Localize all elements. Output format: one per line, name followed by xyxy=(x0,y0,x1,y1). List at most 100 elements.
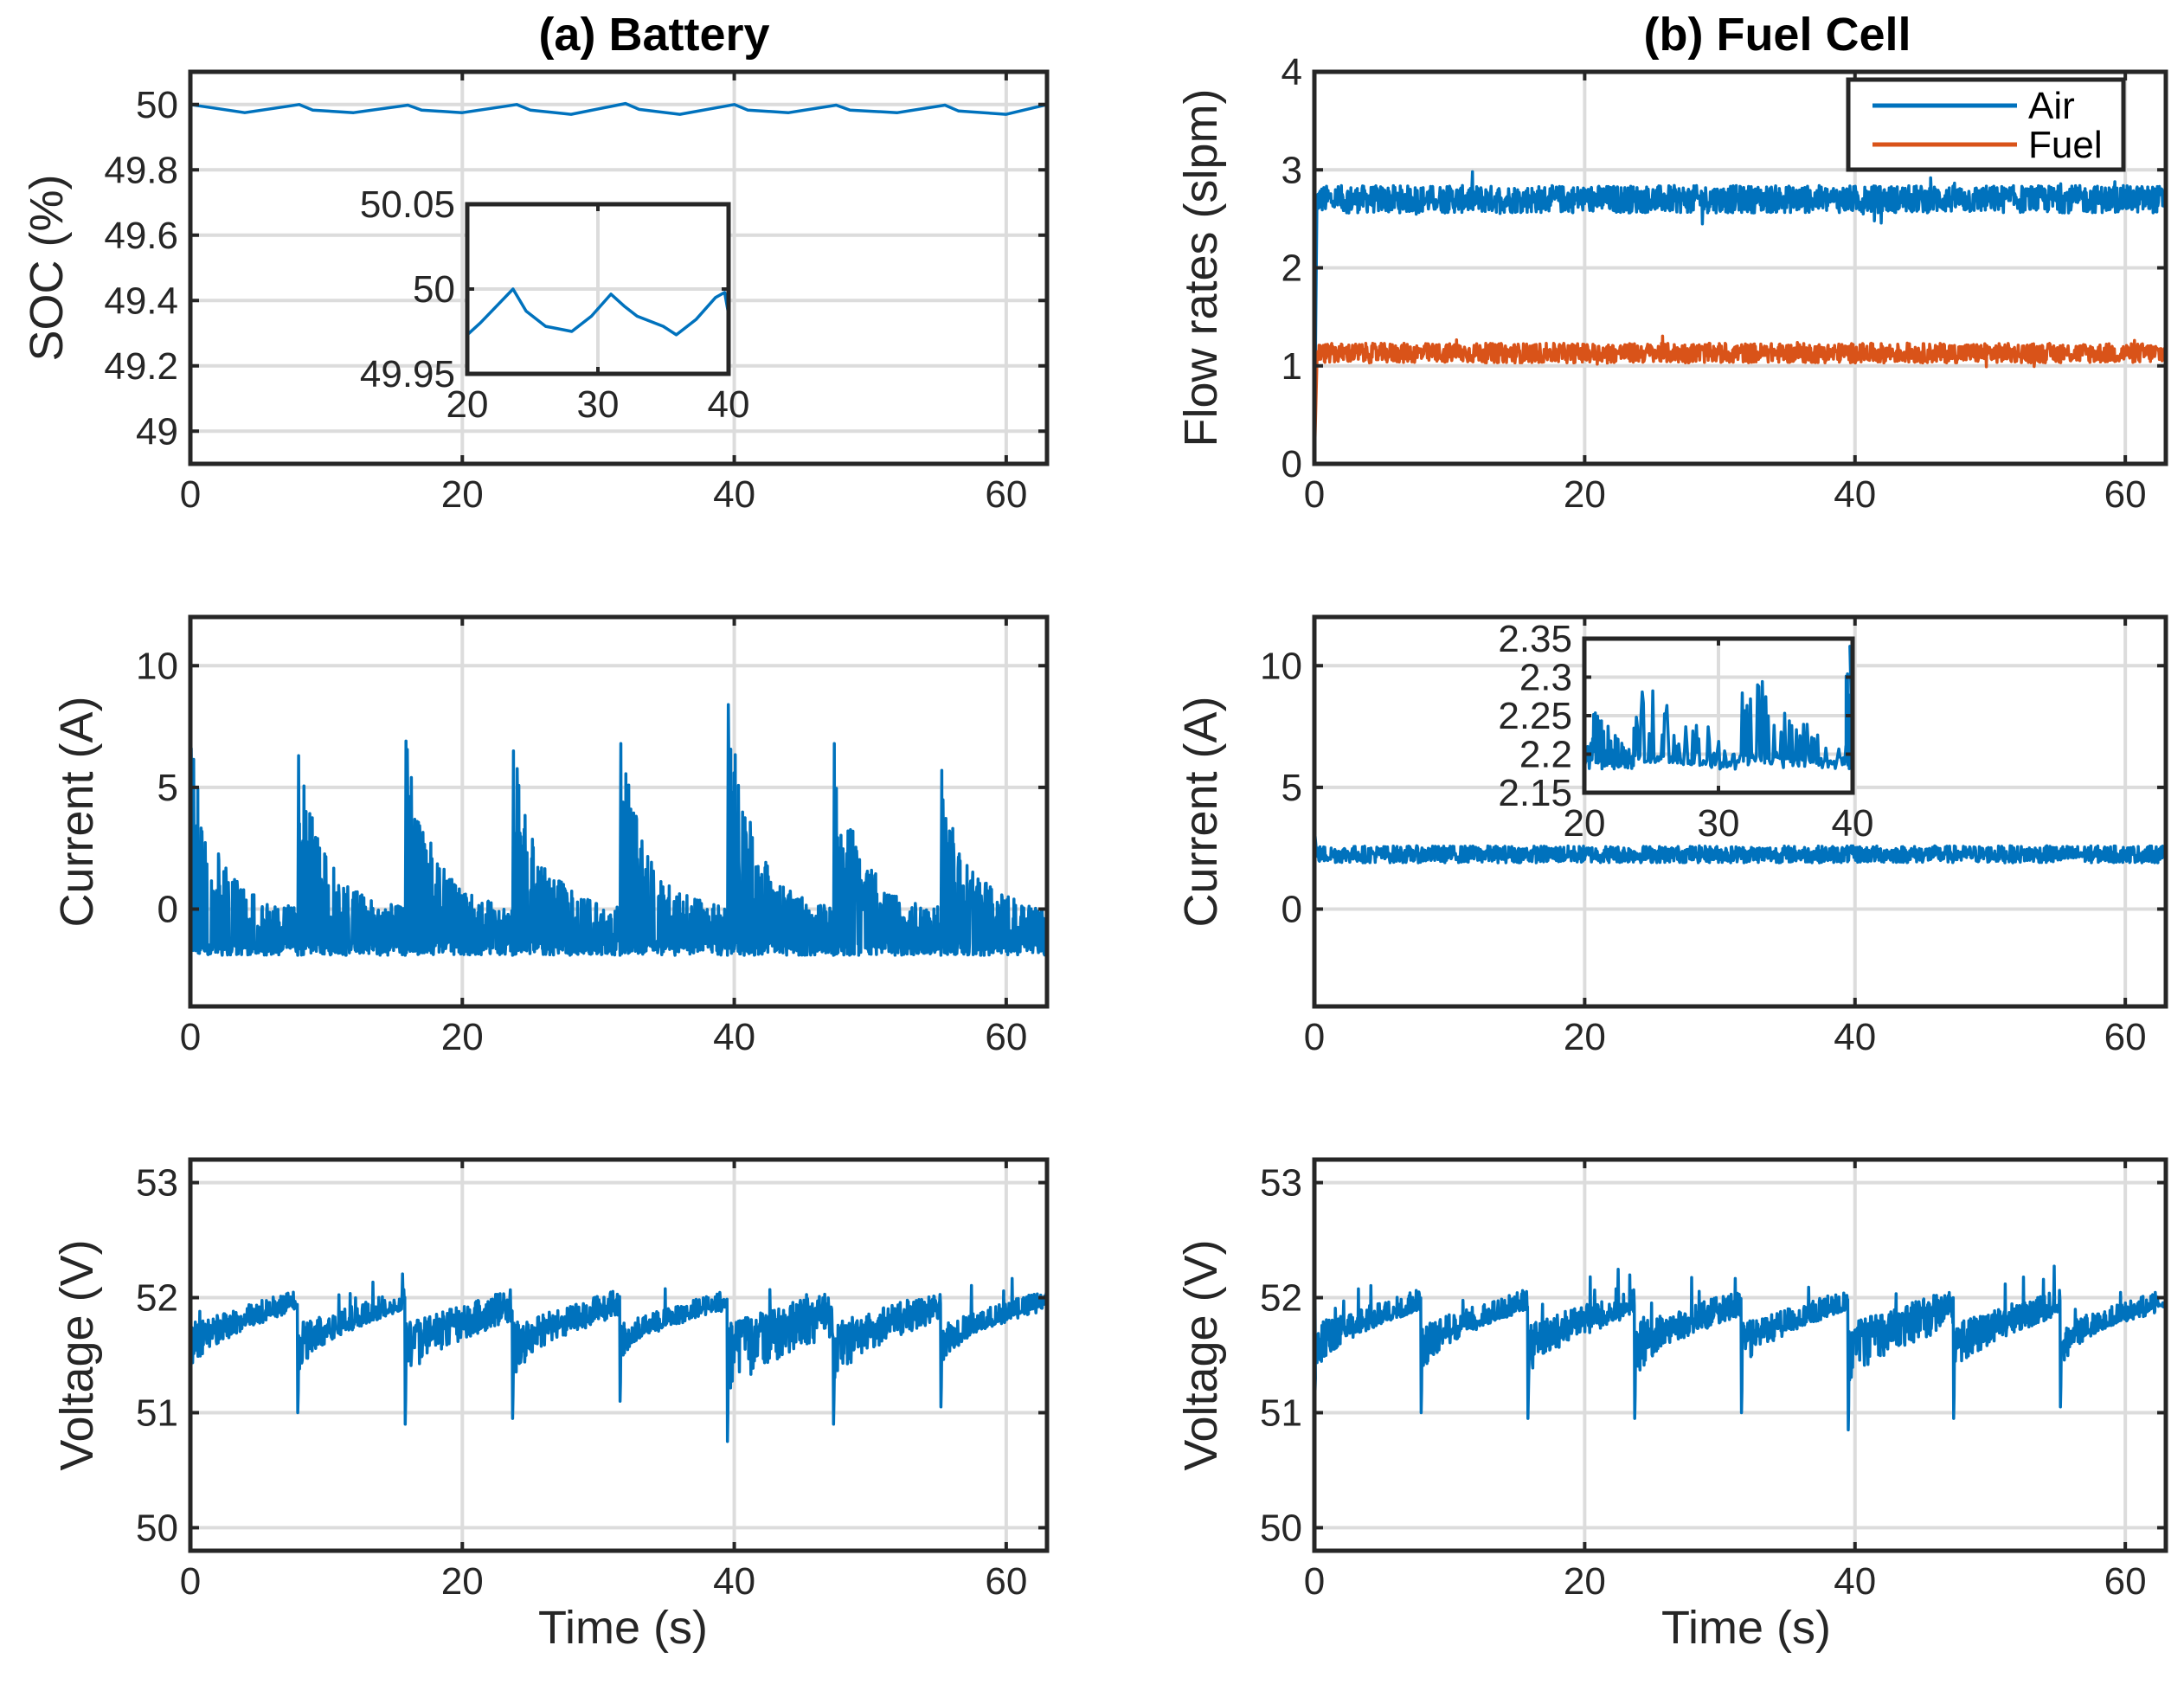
x-tick-label: 60 xyxy=(985,473,1027,516)
plot-fuel-cell-voltage: 0 20 40 60 50 51 52 53 Voltage (V) Time (s) xyxy=(1175,1157,2168,1654)
x-tick-label: 60 xyxy=(2104,473,2147,516)
y-tick-label: 2.3 xyxy=(1519,657,1572,699)
y-tick-label: 5 xyxy=(157,767,178,809)
y-tick-label: 2 xyxy=(1281,247,1302,290)
x-tick-label: 60 xyxy=(985,1560,1027,1603)
y-tick-label: 51 xyxy=(1260,1392,1302,1434)
x-tick-label: 30 xyxy=(577,383,620,426)
y-axis-label: Voltage (V) xyxy=(1175,1239,1227,1470)
x-tick-label: 60 xyxy=(2104,1560,2147,1603)
y-tick-label: 49.95 xyxy=(360,353,455,395)
x-tick-label: 0 xyxy=(1304,1560,1325,1603)
y-tick-label: 49.6 xyxy=(104,215,178,257)
y-axis-label: Flow rates (slpm) xyxy=(1175,88,1227,447)
x-tick-label: 40 xyxy=(1834,1560,1876,1603)
inset-plot: 20 30 40 49.95 50 50.05 xyxy=(360,183,750,426)
y-tick-label: 51 xyxy=(136,1392,178,1434)
inset-plot: 20 30 40 2.152.22.252.32.35 xyxy=(1498,618,1873,845)
x-tick-label: 40 xyxy=(713,473,755,516)
x-tick-label: 40 xyxy=(1834,473,1876,516)
x-tick-label: 0 xyxy=(1304,1016,1325,1058)
x-tick-label: 20 xyxy=(1564,473,1606,516)
y-tick-label: 49.8 xyxy=(104,149,178,191)
y-tick-label: 52 xyxy=(136,1277,178,1320)
y-tick-label: 5 xyxy=(1281,767,1302,809)
battery_current-frame xyxy=(188,614,1050,1009)
battery_voltage-frame xyxy=(188,1157,1050,1553)
x-tick-label: 40 xyxy=(713,1560,755,1603)
y-tick-label: 1 xyxy=(1281,345,1302,388)
y-tick-label: 49.4 xyxy=(104,280,178,322)
y-tick-label: 49.2 xyxy=(104,345,178,388)
y-tick-label: 2.35 xyxy=(1498,618,1572,660)
y-tick-label: 0 xyxy=(157,889,178,931)
fuel_cell_current-frame xyxy=(1312,614,2168,1009)
legend-box xyxy=(1846,77,2126,172)
x-tick-label: 60 xyxy=(985,1016,1027,1058)
y-tick-label: 0 xyxy=(1281,443,1302,485)
title-battery: (a) Battery xyxy=(538,9,769,61)
y-tick-label: 53 xyxy=(136,1162,178,1205)
inset-soc-line xyxy=(466,287,730,337)
y-tick-label: 0 xyxy=(1281,889,1302,931)
series-fuel-cell-current-line xyxy=(1313,834,2168,909)
y-tick-label: 50 xyxy=(1260,1507,1302,1549)
y-tick-label: 2.15 xyxy=(1498,772,1572,814)
x-tick-label: 40 xyxy=(1832,802,1874,845)
x-tick-label: 0 xyxy=(180,473,201,516)
x-tick-label: 40 xyxy=(713,1016,755,1058)
x-tick-label: 20 xyxy=(1564,1560,1606,1603)
legend-label-fuel: Fuel xyxy=(2028,124,2103,166)
plot-battery-soc: 0 20 40 60 49 49.2 49.4 49.6 49.8 50 SOC (%) 20 30 40… xyxy=(21,69,1050,516)
x-tick-label: 40 xyxy=(708,383,750,426)
y-tick-label: 50 xyxy=(136,1507,178,1549)
x-tick-label: 20 xyxy=(446,383,489,426)
inset-current-line xyxy=(1583,645,1854,772)
x-tick-label: 20 xyxy=(1564,1016,1606,1058)
fuel_cell_voltage-frame xyxy=(1312,1157,2168,1553)
y-tick-label: 52 xyxy=(1260,1277,1302,1320)
plot-battery-voltage: 0 20 40 60 50 51 52 53 Voltage (V) Time (s) xyxy=(51,1157,1050,1654)
y-axis-label: Voltage (V) xyxy=(51,1239,103,1470)
x-tick-label: 30 xyxy=(1698,802,1740,845)
plot-battery-current: 0 20 40 60 0 5 10 Current (A) xyxy=(51,614,1050,1058)
y-tick-label: 49 xyxy=(136,410,178,453)
series-fuel-line xyxy=(1313,334,2168,465)
x-tick-label: 20 xyxy=(441,473,484,516)
y-tick-label: 53 xyxy=(1260,1162,1302,1205)
series-voltage-line xyxy=(1313,1159,2167,1432)
y-axis-label: Current (A) xyxy=(1175,696,1227,927)
series-air-line xyxy=(1313,170,2168,465)
battery_soc-frame xyxy=(188,69,1050,466)
y-tick-label: 2.2 xyxy=(1519,734,1572,776)
x-tick-label: 20 xyxy=(441,1016,484,1058)
x-tick-label: 40 xyxy=(1834,1016,1876,1058)
x-tick-label: 60 xyxy=(2104,1016,2147,1058)
y-axis-label: Current (A) xyxy=(51,696,103,927)
x-tick-label: 20 xyxy=(1564,802,1606,845)
y-tick-label: 10 xyxy=(136,645,178,687)
y-tick-label: 3 xyxy=(1281,149,1302,191)
y-tick-label: 10 xyxy=(1260,645,1302,687)
y-axis-label: SOC (%) xyxy=(21,175,73,362)
y-tick-label: 50 xyxy=(413,268,455,311)
x-tick-label: 0 xyxy=(180,1560,201,1603)
y-tick-label: 50.05 xyxy=(360,183,455,226)
y-tick-label: 4 xyxy=(1281,51,1302,93)
y-tick-label: 50 xyxy=(136,84,178,126)
x-axis-label: Time (s) xyxy=(1661,1602,1831,1654)
x-tick-label: 0 xyxy=(1304,473,1325,516)
series-battery-current-line xyxy=(189,703,1049,957)
x-tick-label: 0 xyxy=(180,1016,201,1058)
y-tick-label: 2.25 xyxy=(1498,695,1572,737)
x-tick-label: 20 xyxy=(441,1560,484,1603)
series-soc-line xyxy=(189,101,1048,116)
series-voltage-line xyxy=(189,1272,1048,1443)
x-axis-label: Time (s) xyxy=(538,1602,708,1654)
legend-label-air: Air xyxy=(2028,85,2075,127)
title-fuel-cell: (b) Fuel Cell xyxy=(1644,9,1911,61)
